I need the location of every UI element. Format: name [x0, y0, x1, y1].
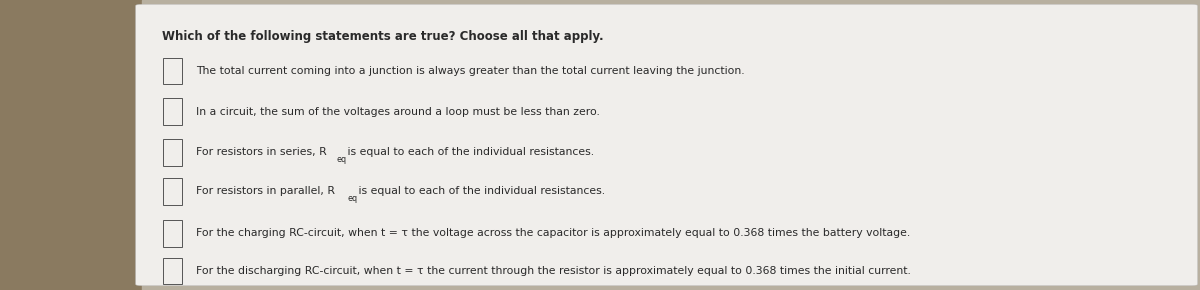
Text: is equal to each of the individual resistances.: is equal to each of the individual resis…	[344, 147, 595, 157]
Text: In a circuit, the sum of the voltages around a loop must be less than zero.: In a circuit, the sum of the voltages ar…	[196, 107, 600, 117]
Text: For resistors in parallel, R: For resistors in parallel, R	[196, 186, 335, 196]
Text: For the charging RC-circuit, when t = τ the voltage across the capacitor is appr: For the charging RC-circuit, when t = τ …	[196, 229, 910, 238]
Text: For the discharging RC-circuit, when t = τ the current through the resistor is a: For the discharging RC-circuit, when t =…	[196, 266, 911, 276]
Text: For resistors in series, R: For resistors in series, R	[196, 147, 326, 157]
Text: eq: eq	[347, 194, 358, 203]
Text: The total current coming into a junction is always greater than the total curren: The total current coming into a junction…	[196, 66, 744, 76]
Text: is equal to each of the individual resistances.: is equal to each of the individual resis…	[355, 186, 606, 196]
Text: Which of the following statements are true? Choose all that apply.: Which of the following statements are tr…	[162, 30, 604, 44]
Bar	[0, 0, 142, 290]
Bar	[142, 0, 1200, 290]
Text: eq: eq	[336, 155, 347, 164]
FancyBboxPatch shape	[136, 4, 1198, 286]
